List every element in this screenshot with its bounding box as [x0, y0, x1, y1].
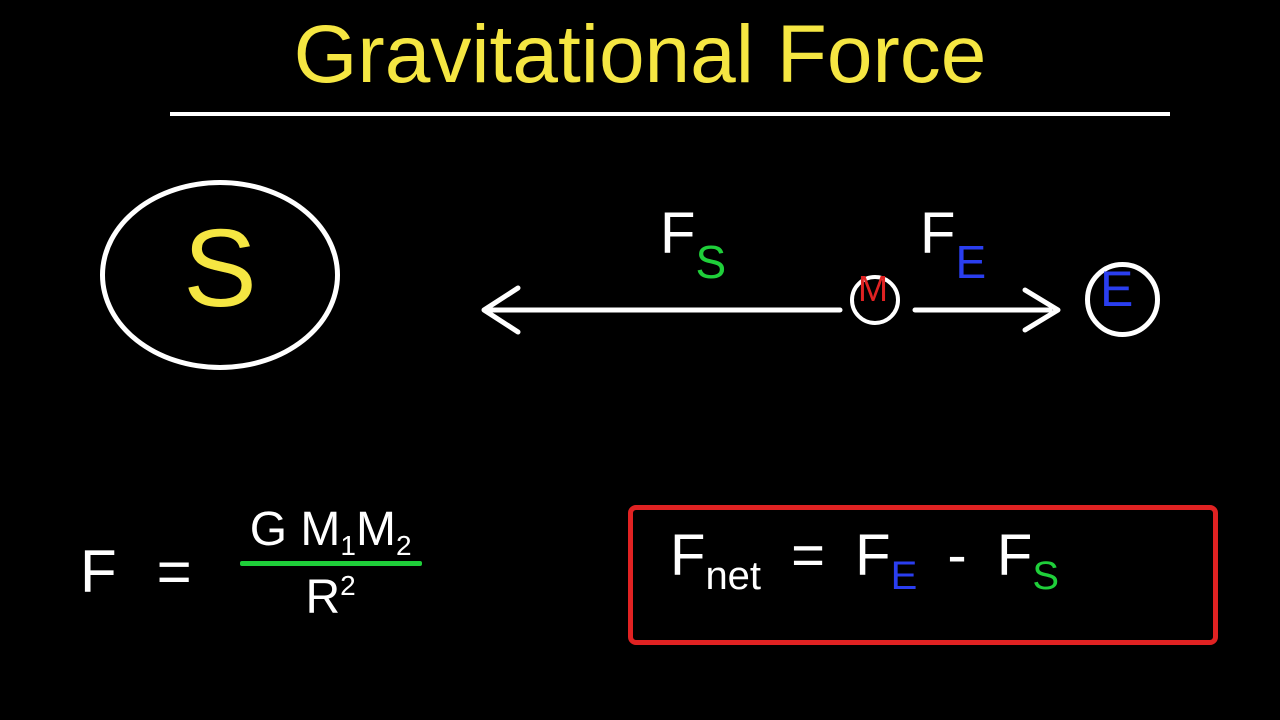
num-g: G: [250, 503, 287, 556]
sun-body: S: [100, 180, 340, 370]
title-text: Gravitational Force: [294, 9, 987, 100]
label-fs: FS: [660, 200, 726, 277]
fnet-fe-sub: E: [891, 554, 918, 598]
fnet-net-sub: net: [705, 554, 761, 598]
fnet-eq: =: [791, 523, 825, 588]
fnet-minus: -: [947, 523, 966, 588]
arrow-right-icon: [910, 280, 1070, 340]
formula-lhs: F: [80, 537, 117, 606]
num-m2: M: [356, 503, 396, 556]
fnet-formula: Fnet = FE - FS: [670, 522, 1059, 589]
arrow-left-icon: [470, 280, 850, 340]
fnet-fe-f: F: [855, 523, 890, 588]
label-fe: FE: [920, 200, 986, 277]
page-title: Gravitational Force: [294, 8, 987, 102]
earth-letter: E: [1100, 260, 1133, 318]
num-sub1: 1: [340, 530, 356, 561]
fs-f: F: [660, 201, 695, 266]
fnet-fs-f: F: [997, 523, 1032, 588]
denom-r: R: [305, 571, 340, 624]
formula-fraction: G M1M2 R2: [240, 502, 422, 625]
fe-f: F: [920, 201, 955, 266]
force-diagram: FS FE M E: [480, 200, 1200, 380]
fnet-fs-sub: S: [1032, 554, 1059, 598]
gravitation-formula: F = G M1M2 R2: [80, 510, 422, 633]
formula-eq: =: [157, 537, 192, 606]
sun-letter: S: [183, 205, 256, 332]
formula-numerator: G M1M2: [240, 502, 422, 561]
num-m1: M: [300, 503, 340, 556]
num-sub2: 2: [396, 530, 412, 561]
denom-exp: 2: [340, 570, 356, 601]
formula-denominator: R2: [305, 566, 355, 625]
moon-letter: M: [858, 268, 888, 310]
title-underline: [170, 112, 1170, 116]
fnet-f: F: [670, 523, 705, 588]
